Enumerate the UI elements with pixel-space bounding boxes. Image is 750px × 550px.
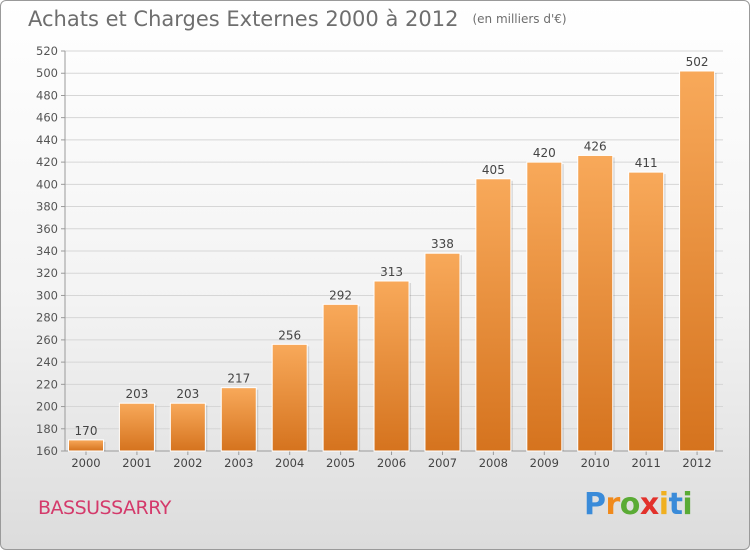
logo-letter: r <box>605 487 621 522</box>
x-tick-label: 2005 <box>326 456 355 470</box>
y-tick-label: 340 <box>36 244 58 258</box>
y-tick-label: 240 <box>36 355 58 369</box>
y-tick-label: 280 <box>36 311 58 325</box>
data-label: 256 <box>278 328 301 342</box>
y-tick-label: 160 <box>36 444 58 458</box>
data-label: 420 <box>533 146 556 160</box>
bar <box>577 154 614 452</box>
bar <box>526 161 563 452</box>
bar <box>628 171 665 452</box>
x-tick-label: 2002 <box>173 456 202 470</box>
data-label: 292 <box>329 288 352 302</box>
proxiti-logo[interactable]: Proxiti <box>584 487 693 522</box>
x-tick-label: 2007 <box>428 456 457 470</box>
bar <box>68 439 104 452</box>
x-tick-label: 2008 <box>479 456 508 470</box>
data-label: 217 <box>227 372 250 386</box>
y-tick-label: 500 <box>36 66 58 80</box>
x-tick-label: 2010 <box>581 456 610 470</box>
y-tick-label: 200 <box>36 400 58 414</box>
y-tick-label: 180 <box>36 422 58 436</box>
data-label: 411 <box>635 156 658 170</box>
y-tick-label: 400 <box>36 177 58 191</box>
bar-chart: 160 180 200 220 240 260 280 300 320 340 360 380 400 4… <box>36 44 723 470</box>
bar <box>271 343 308 452</box>
title-text: Achats et Charges Externes 2000 à 2012 <box>28 7 459 31</box>
logo-letter: x <box>639 487 659 522</box>
bar <box>679 70 716 452</box>
x-tick-label: 2009 <box>530 456 559 470</box>
x-tick-label: 2003 <box>224 456 253 470</box>
y-tick-label: 480 <box>36 88 58 102</box>
data-label: 313 <box>380 265 403 279</box>
logo-letter: o <box>619 487 641 522</box>
unit-label: (en milliers d'€) <box>472 12 567 26</box>
bar <box>424 252 461 452</box>
data-label: 203 <box>125 387 148 401</box>
bar <box>373 280 410 452</box>
y-tick-label: 380 <box>36 200 58 214</box>
x-tick-label: 2006 <box>377 456 406 470</box>
y-tick-label: 460 <box>36 111 58 125</box>
y-tick-label: 360 <box>36 222 58 236</box>
logo-letter: t <box>668 487 683 522</box>
y-tick-label: 300 <box>36 288 58 302</box>
bars <box>68 70 717 452</box>
data-label: 426 <box>584 139 607 153</box>
logo-letter: i <box>658 487 669 522</box>
y-tick-label: 320 <box>36 266 58 280</box>
logo-letter: P <box>584 487 606 522</box>
bar <box>118 402 155 452</box>
bar <box>322 303 359 452</box>
data-label: 203 <box>176 387 199 401</box>
data-label: 338 <box>431 237 454 251</box>
x-tick-label: 2000 <box>71 456 100 470</box>
x-tick-label: 2012 <box>682 456 711 470</box>
y-tick-label: 220 <box>36 377 58 391</box>
bar <box>220 387 257 452</box>
data-label: 405 <box>482 163 505 177</box>
bar <box>169 402 206 452</box>
bar <box>475 178 512 452</box>
y-tick-label: 440 <box>36 133 58 147</box>
y-tick-label: 260 <box>36 333 58 347</box>
x-tick-label: 2001 <box>122 456 151 470</box>
x-tick-label: 2011 <box>632 456 661 470</box>
y-tick-label: 420 <box>36 155 58 169</box>
data-label: 170 <box>75 424 98 438</box>
data-labels: 170 203 203 217 256 292 313 338 405 420 426 411 502 <box>75 55 709 438</box>
data-label: 502 <box>686 55 709 69</box>
logo-letter: i <box>682 487 693 522</box>
x-axis-ticks: 2000 2001 2002 2003 2004 2005 2006 2007 2008 2009… <box>71 456 711 470</box>
chart-title: Achats et Charges Externes 2000 à 2012 (e… <box>28 7 567 31</box>
y-axis-ticks: 160 180 200 220 240 260 280 300 320 340 360 380 400 4… <box>36 44 58 458</box>
y-tick-label: 520 <box>36 44 58 58</box>
x-tick-label: 2004 <box>275 456 304 470</box>
city-name: BASSUSSARRY <box>38 497 171 519</box>
